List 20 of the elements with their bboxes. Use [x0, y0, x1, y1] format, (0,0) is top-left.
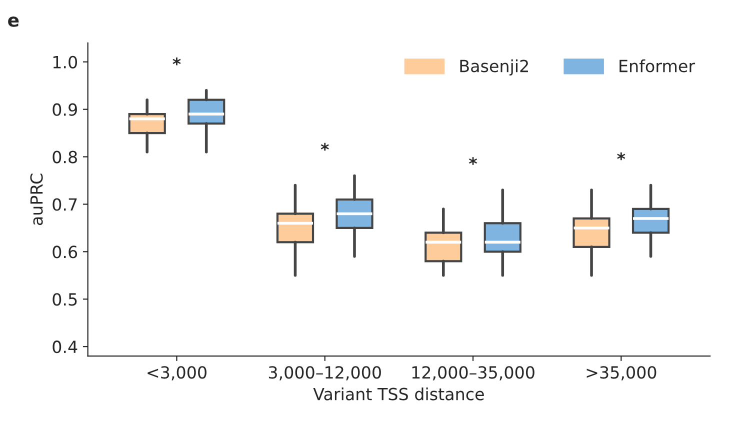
x-tick-label: >35,000 — [586, 366, 656, 380]
y-tick-label: 1.0 — [53, 56, 78, 68]
legend-label: Basenji2 — [460, 59, 528, 76]
x-tick-label: 12,000–35,000 — [412, 366, 534, 380]
x-tick-label: 3,000–12,000 — [268, 366, 381, 380]
y-tick-label: 0.5 — [52, 293, 77, 306]
chart-title: e — [8, 16, 19, 27]
y-tick-label: 0.9 — [52, 103, 77, 116]
y-tick-label: 0.8 — [52, 150, 77, 164]
y-axis-title: auPRC — [30, 174, 43, 226]
annotation: * — [468, 157, 478, 165]
x-axis-title: Variant TSS distance — [313, 387, 484, 400]
y-tick-label: 0.6 — [52, 246, 78, 258]
y-tick-label: 0.7 — [52, 198, 77, 211]
annotation: * — [320, 142, 329, 151]
annotation: * — [617, 152, 626, 160]
annotation: * — [172, 58, 181, 66]
legend-label: Enformer — [620, 59, 696, 72]
x-tick-label: <3,000 — [148, 366, 206, 380]
y-tick-label: 0.4 — [52, 340, 78, 354]
